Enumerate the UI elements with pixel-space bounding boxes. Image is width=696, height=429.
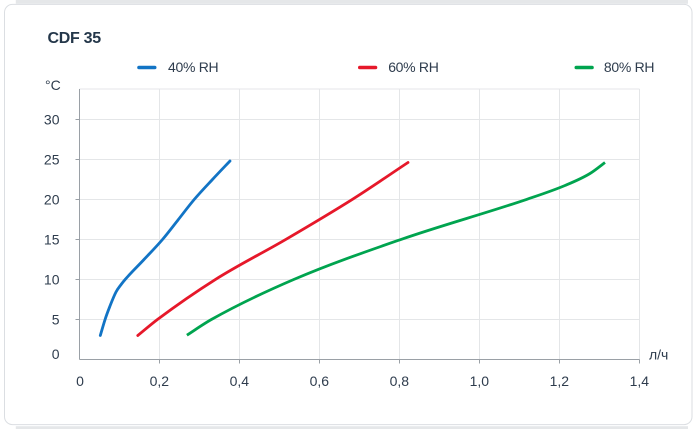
svg-text:30: 30 xyxy=(44,111,60,127)
svg-text:60% RH: 60% RH xyxy=(388,59,438,75)
svg-text:0,4: 0,4 xyxy=(230,373,250,389)
svg-text:°C: °C xyxy=(45,77,61,93)
svg-text:20: 20 xyxy=(44,191,60,207)
svg-text:1,4: 1,4 xyxy=(630,373,650,389)
svg-text:0,2: 0,2 xyxy=(150,373,170,389)
svg-text:40% RH: 40% RH xyxy=(168,59,218,75)
svg-text:1,2: 1,2 xyxy=(550,373,570,389)
svg-text:CDF 35: CDF 35 xyxy=(48,30,102,47)
svg-text:5: 5 xyxy=(52,311,60,327)
svg-text:0: 0 xyxy=(76,373,84,389)
svg-text:0,6: 0,6 xyxy=(310,373,330,389)
svg-text:10: 10 xyxy=(44,271,60,287)
svg-text:0,8: 0,8 xyxy=(390,373,410,389)
svg-text:0: 0 xyxy=(52,346,60,362)
svg-text:15: 15 xyxy=(44,231,60,247)
svg-text:1,0: 1,0 xyxy=(470,373,490,389)
svg-text:25: 25 xyxy=(44,151,60,167)
svg-text:80% RH: 80% RH xyxy=(604,59,654,75)
svg-text:л/ч: л/ч xyxy=(649,347,668,363)
